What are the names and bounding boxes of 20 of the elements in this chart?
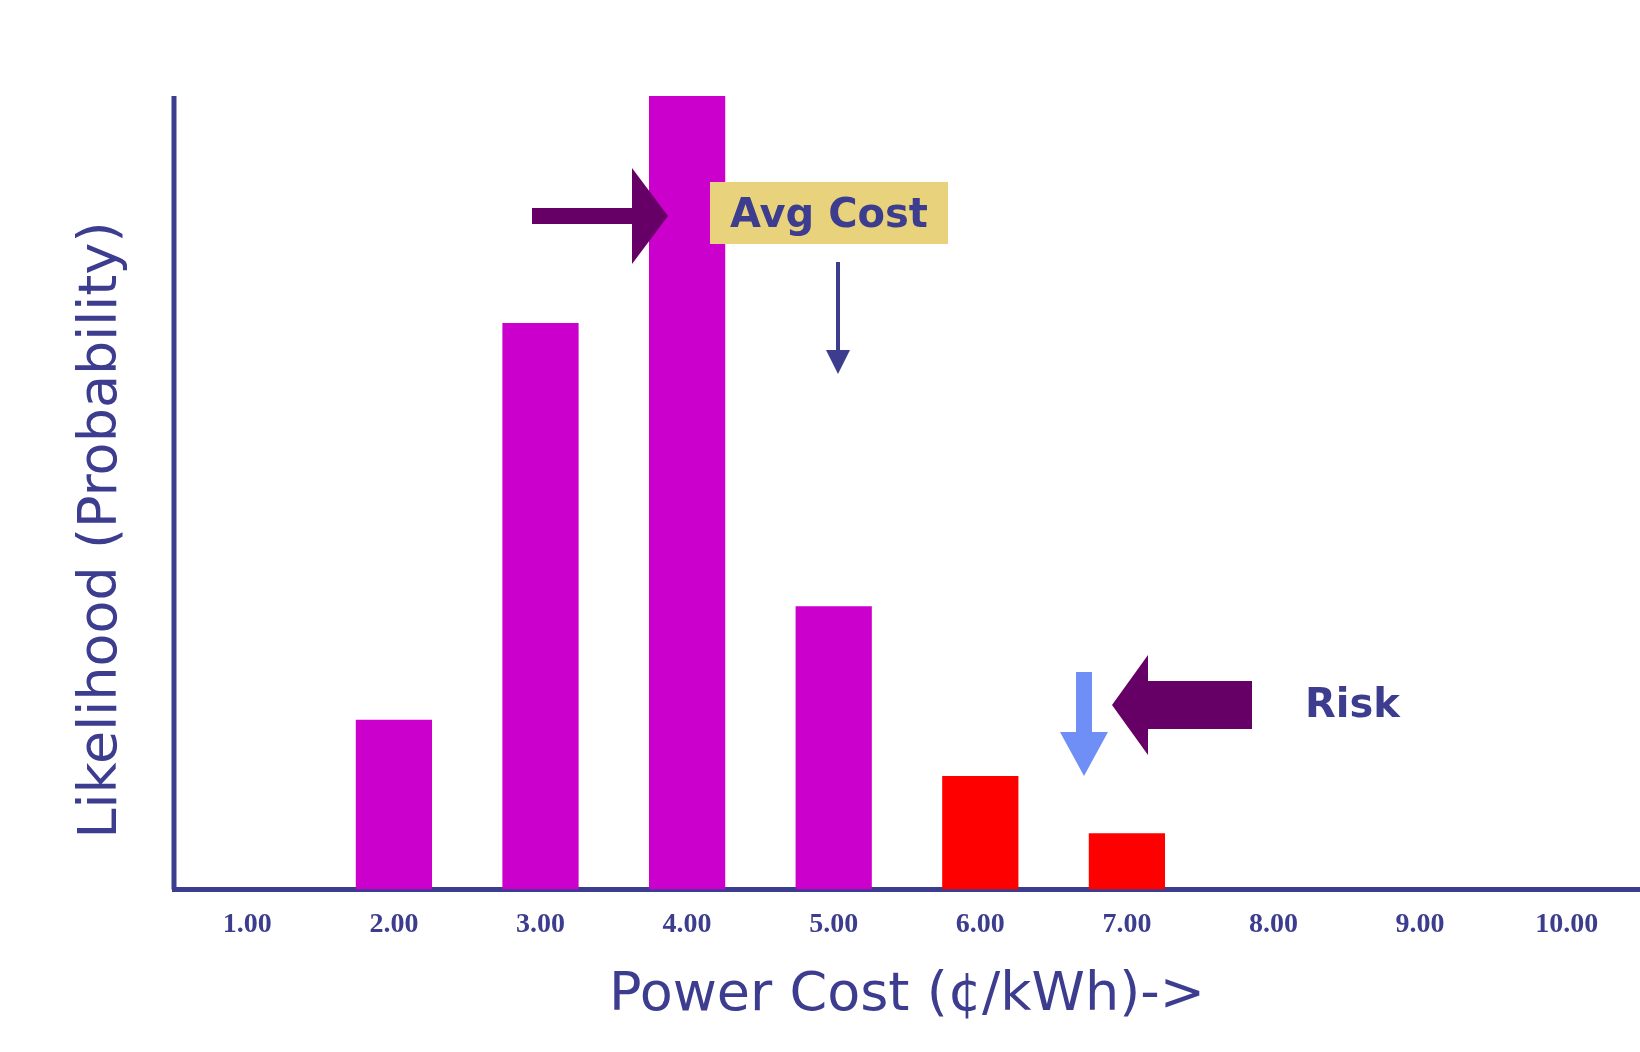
x-axis-title: Power Cost (¢/kWh)->	[609, 959, 1205, 1023]
x-tick-label: 2.00	[369, 906, 419, 938]
x-tick-label: 8.00	[1249, 906, 1298, 938]
x-tick-label: 4.00	[662, 906, 712, 938]
x-tick-label: 7.00	[1102, 906, 1152, 938]
x-tick-label: 10.00	[1535, 906, 1599, 938]
bar	[1088, 833, 1166, 890]
x-tick-label: 9.00	[1395, 906, 1445, 938]
y-axis-title: Likelihood (Probability)	[65, 221, 129, 839]
x-tick-label: 1.00	[222, 906, 272, 938]
bar	[795, 606, 872, 890]
x-tick-label: 3.00	[516, 906, 565, 938]
bar	[502, 322, 579, 890]
bar	[942, 776, 1019, 890]
bar	[648, 96, 726, 890]
bar	[355, 719, 433, 890]
annotation: Avg Cost	[710, 182, 948, 244]
annotation: Risk	[1305, 680, 1400, 726]
x-tick-label: 6.00	[955, 906, 1005, 938]
x-tick-label: 5.00	[809, 906, 859, 938]
